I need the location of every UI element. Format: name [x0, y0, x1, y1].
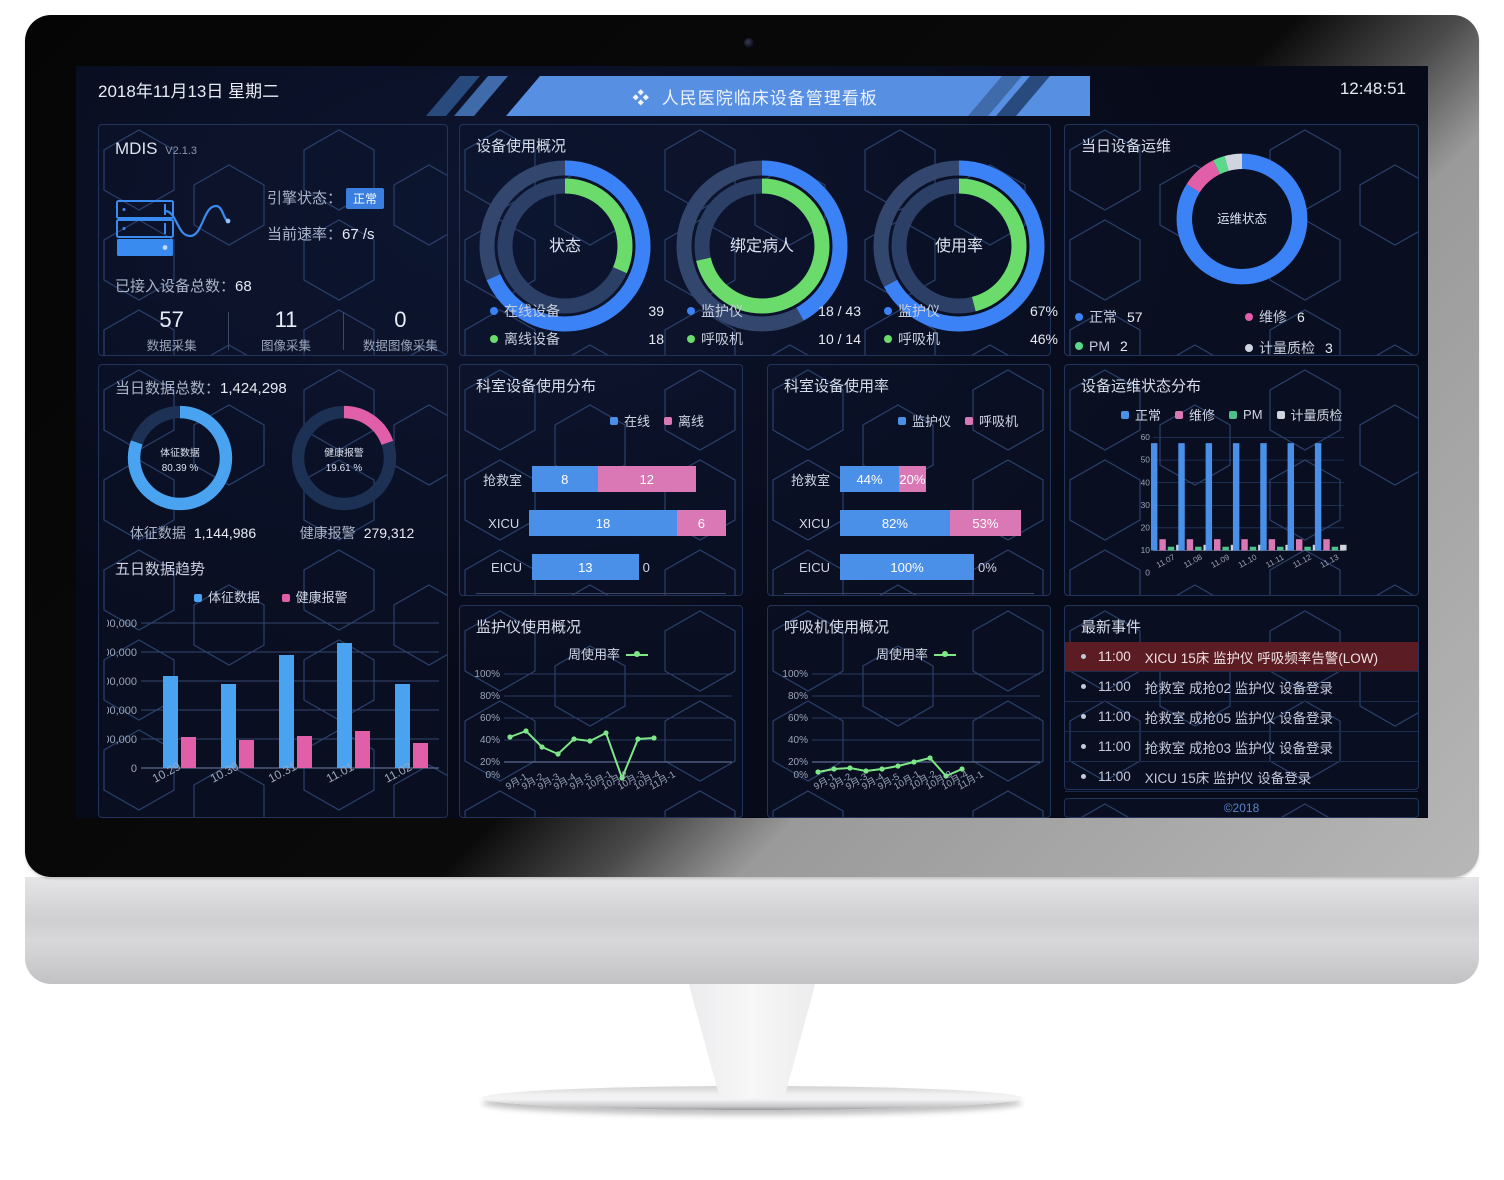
svg-text:100%: 100% — [782, 670, 808, 680]
svg-text:500,000: 500,000 — [107, 618, 137, 630]
svg-text:200,000: 200,000 — [107, 705, 137, 717]
svg-text:使用率: 使用率 — [935, 237, 983, 255]
svg-text:10: 10 — [1141, 545, 1151, 555]
svg-text:体征数据: 体征数据 — [160, 446, 200, 459]
svg-text:60%: 60% — [480, 713, 500, 724]
svg-text:20: 20 — [1141, 522, 1151, 532]
svg-text:100%: 100% — [474, 670, 500, 680]
svg-text:11.08: 11.08 — [1182, 552, 1204, 569]
svg-text:40: 40 — [1141, 477, 1151, 487]
svg-text:50: 50 — [1141, 455, 1151, 465]
svg-text:60: 60 — [1141, 432, 1151, 442]
svg-text:11.11: 11.11 — [1264, 553, 1285, 570]
svg-text:0%: 0% — [794, 770, 809, 781]
svg-text:80%: 80% — [480, 691, 500, 702]
svg-text:40%: 40% — [788, 735, 808, 746]
svg-text:11.09: 11.09 — [1210, 552, 1232, 569]
svg-text:60%: 60% — [788, 713, 808, 724]
svg-text:400,000: 400,000 — [107, 647, 137, 659]
svg-text:0: 0 — [1145, 568, 1150, 578]
svg-text:11.13: 11.13 — [1319, 552, 1341, 569]
svg-text:0: 0 — [131, 763, 137, 775]
svg-text:11.10: 11.10 — [1237, 552, 1259, 569]
svg-text:20%: 20% — [788, 757, 808, 768]
svg-text:30: 30 — [1141, 500, 1151, 510]
svg-text:300,000: 300,000 — [107, 676, 137, 688]
svg-text:运维状态: 运维状态 — [1217, 212, 1267, 226]
svg-text:状态: 状态 — [549, 237, 581, 255]
svg-text:11.12: 11.12 — [1291, 552, 1313, 569]
svg-text:40%: 40% — [480, 735, 500, 746]
svg-text:11.07: 11.07 — [1155, 552, 1177, 569]
svg-text:健康报警: 健康报警 — [324, 446, 364, 459]
svg-text:100,000: 100,000 — [107, 734, 137, 746]
svg-text:80%: 80% — [788, 691, 808, 702]
svg-text:20%: 20% — [480, 757, 500, 768]
svg-text:0%: 0% — [486, 770, 501, 781]
svg-text:19.61 %: 19.61 % — [326, 463, 363, 474]
svg-text:绑定病人: 绑定病人 — [730, 237, 794, 255]
svg-text:80.39 %: 80.39 % — [162, 463, 199, 474]
